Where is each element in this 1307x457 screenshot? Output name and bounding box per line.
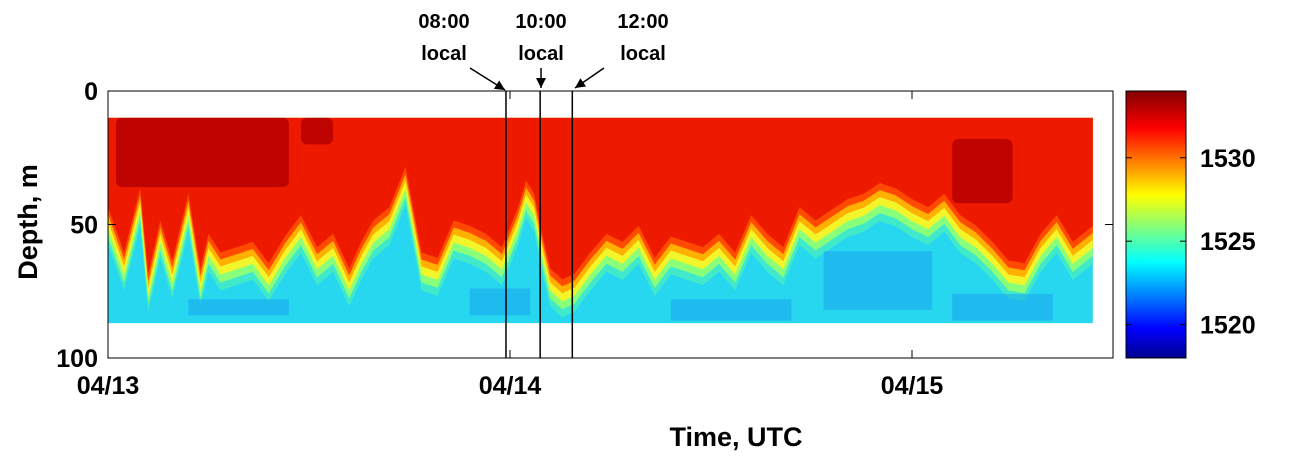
annotation-arrow-head (536, 78, 546, 88)
colorbar-tick-label: 1520 (1200, 312, 1256, 340)
annotation-local-label: local (421, 43, 467, 65)
y-tick-label: 0 (84, 78, 98, 106)
y-tick-label: 50 (70, 212, 98, 240)
plot-area: 04/13 04/14 04/15 0 50 100 (56, 78, 1114, 400)
colorbar-tick-label: 1530 (1200, 145, 1256, 173)
cold-patch-2 (823, 251, 933, 310)
cold-patch-0 (188, 299, 289, 316)
warm-water-red (108, 117, 1093, 280)
annotation-local-label: local (620, 43, 666, 65)
warm-pocket-1 (300, 117, 334, 145)
annotation-arrow-head (493, 80, 505, 90)
x-tick-label: 04/13 (77, 372, 140, 400)
colorbar-tick-label: 1525 (1200, 228, 1256, 256)
heatmap-field (108, 117, 1093, 324)
x-tick-label: 04/14 (479, 372, 542, 400)
annotation-time-label: 12:00 (617, 11, 668, 33)
annotation-time-label: 10:00 (515, 11, 566, 33)
colorbar (1125, 90, 1187, 359)
warm-pocket-2 (952, 139, 1013, 204)
annotation-arrow-head (575, 78, 587, 88)
time-annotations: 08:00 local 10:00 local 12:00 local (418, 11, 669, 358)
colorbar-ticks: 1520 1525 1530 (1126, 145, 1256, 340)
annotation-local-label: local (518, 43, 564, 65)
annotation-time-label: 08:00 (418, 11, 469, 33)
cold-patch-1 (469, 288, 531, 316)
warm-pocket-0 (116, 117, 289, 188)
cold-patch-4 (670, 299, 792, 321)
y-tick-label: 100 (56, 345, 98, 373)
y-axis-title: Depth, m (13, 164, 43, 280)
x-tick-label: 04/15 (881, 372, 944, 400)
cold-patch-3 (952, 293, 1053, 321)
x-axis-title: Time, UTC (669, 422, 802, 452)
